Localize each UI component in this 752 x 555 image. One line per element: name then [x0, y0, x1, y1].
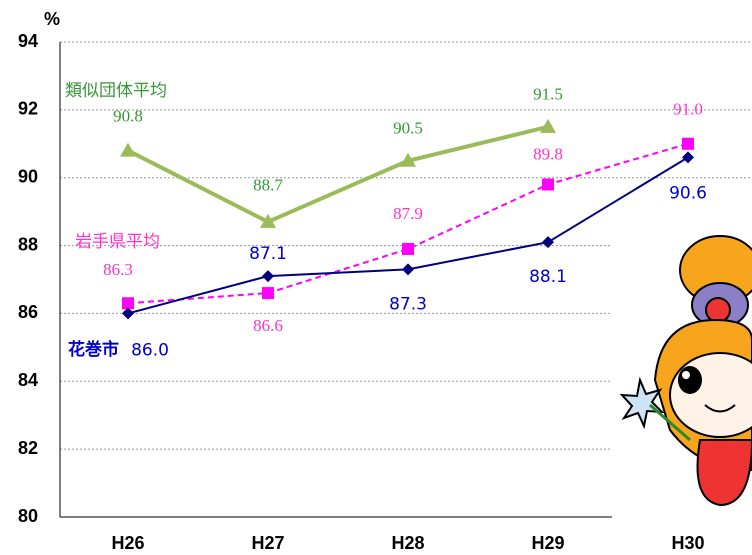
- series-name: 花巻市: [68, 339, 119, 360]
- data-label: 91.5: [533, 85, 563, 104]
- data-label: 90.6: [669, 183, 707, 203]
- marker: [682, 138, 694, 150]
- data-label: 89.8: [533, 144, 563, 163]
- data-label: 87.9: [393, 204, 423, 223]
- x-tick-label: H30: [671, 533, 704, 553]
- series-name: 岩手県平均: [75, 232, 160, 251]
- data-label: 87.1: [249, 244, 287, 264]
- data-label: 90.8: [113, 106, 143, 125]
- marker: [402, 243, 414, 255]
- y-tick-label: 84: [18, 370, 38, 390]
- mascot: [612, 230, 752, 520]
- data-label: 91.0: [673, 100, 703, 119]
- mascot-eye: [678, 366, 702, 394]
- x-tick-label: H28: [391, 533, 424, 553]
- y-tick-label: 88: [18, 234, 38, 254]
- mascot-eye-shine: [682, 371, 690, 379]
- y-tick-label: 94: [18, 31, 38, 51]
- x-tick-label: H29: [531, 533, 564, 553]
- marker: [542, 179, 554, 191]
- series-name: 類似団体平均: [65, 81, 167, 100]
- data-label: 86.6: [253, 316, 283, 335]
- y-tick-label: 86: [18, 302, 38, 322]
- data-label: 86.3: [103, 260, 133, 279]
- y-tick-label: 82: [18, 438, 38, 458]
- data-label: 86.0: [131, 340, 169, 360]
- marker: [262, 287, 274, 299]
- data-label: 88.1: [529, 267, 567, 287]
- unit-label: %: [44, 9, 60, 29]
- mascot-flower: [706, 298, 730, 322]
- x-tick-label: H26: [111, 533, 144, 553]
- data-label: 88.7: [253, 176, 283, 195]
- y-tick-label: 80: [18, 506, 38, 526]
- data-label: 90.5: [393, 119, 423, 138]
- y-tick-label: 92: [18, 99, 38, 119]
- y-tick-label: 90: [18, 166, 38, 186]
- x-tick-label: H27: [251, 533, 284, 553]
- data-label: 87.3: [389, 294, 427, 314]
- chart: % 90.8 88.7 90.5 91.5 類似団体平均 86.3 86.6 87.9 89.8…: [0, 0, 752, 555]
